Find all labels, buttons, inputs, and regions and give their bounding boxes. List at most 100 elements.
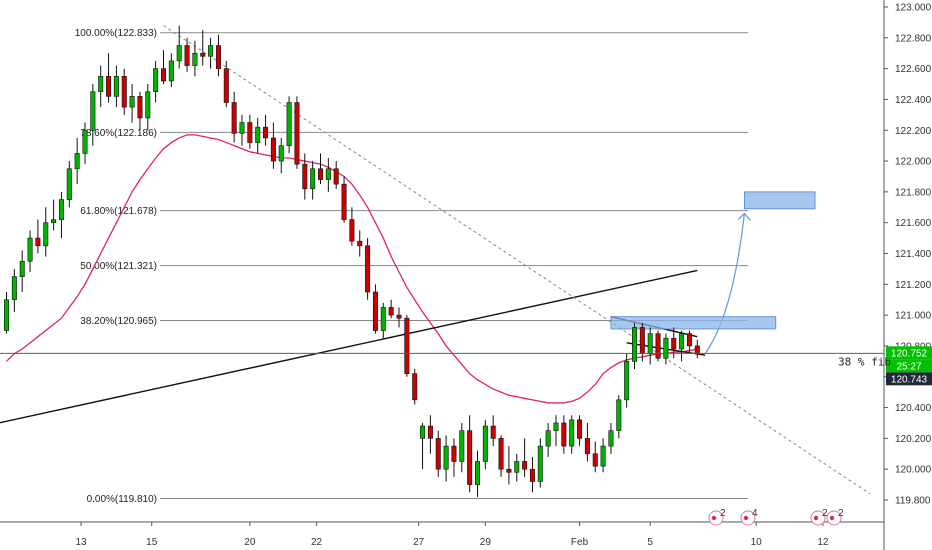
- candle-up: [145, 91, 151, 119]
- price-tick-label: 121.000: [895, 311, 932, 322]
- candle-down: [694, 345, 700, 354]
- price-tick-label: 120.400: [895, 403, 932, 414]
- candle-down: [247, 122, 253, 143]
- price-badge: [886, 359, 932, 373]
- candle-up: [51, 219, 57, 223]
- candle-down: [584, 438, 590, 455]
- fib-level-label: 38.20%(120.965): [80, 316, 157, 327]
- candle-down: [184, 45, 190, 66]
- projection-arrowhead: [737, 212, 751, 221]
- moving-average: [6, 134, 698, 404]
- time-tick-label: 12: [817, 537, 829, 548]
- candle-up: [600, 445, 606, 467]
- event-marker-dot: [743, 515, 749, 521]
- candle-up: [82, 129, 88, 154]
- candle-down: [200, 52, 206, 57]
- price-tick-label: 121.800: [895, 187, 932, 198]
- candle-up: [113, 76, 119, 97]
- candle-up: [420, 425, 426, 439]
- candle-down: [317, 168, 323, 180]
- time-tick-label: 29: [480, 537, 492, 548]
- price-tick-label: 122.000: [895, 157, 932, 168]
- candle-down: [294, 102, 300, 165]
- candle-up: [482, 425, 488, 462]
- price-tick-label: 121.600: [895, 218, 932, 229]
- time-tick-label: 22: [311, 537, 323, 548]
- candle-up: [27, 237, 33, 262]
- candle-down: [349, 219, 355, 242]
- candle-up: [90, 91, 96, 131]
- resistance-zone[interactable]: [610, 316, 777, 330]
- price-tick-label: 123.000: [895, 3, 932, 14]
- time-tick-label: 10: [751, 537, 763, 548]
- candle-down: [357, 240, 363, 247]
- time-axis[interactable]: 13 15 20 22 27 29 Feb 5 10 12: [76, 522, 829, 548]
- candle-down: [404, 317, 410, 374]
- candle-down: [263, 126, 269, 139]
- candle-up: [255, 126, 261, 143]
- price-tick-label: 121.200: [895, 280, 932, 291]
- target-zone[interactable]: [744, 191, 816, 210]
- price-tick-label: 119.800: [895, 496, 931, 507]
- candle-down: [427, 425, 433, 439]
- candle-up: [679, 333, 685, 350]
- price-tick-label: 122.600: [895, 64, 932, 75]
- time-tick-label: 27: [413, 537, 425, 548]
- candle-up: [545, 430, 551, 447]
- candle-up: [459, 430, 465, 462]
- candle-up: [624, 361, 630, 401]
- candle-down: [161, 68, 167, 82]
- time-tick-label: 15: [146, 537, 158, 548]
- candle-up: [66, 168, 72, 200]
- projection-arrow[interactable]: [704, 213, 745, 354]
- price-badge: [886, 346, 932, 360]
- candle-up: [19, 260, 25, 277]
- candle-up: [569, 419, 575, 447]
- price-badge: [886, 372, 932, 386]
- candle-up: [631, 327, 637, 362]
- candle-down: [592, 453, 598, 467]
- candle-down: [372, 291, 378, 331]
- candle-down: [396, 314, 402, 319]
- price-tick-label: 122.200: [895, 126, 932, 137]
- candle-up: [153, 68, 159, 93]
- price-badges: 120.752 25:27 120.743: [886, 346, 932, 386]
- candle-down: [388, 307, 394, 316]
- candle-down: [671, 337, 677, 350]
- candle-down: [467, 430, 473, 485]
- price-tick-label: 120.000: [895, 465, 932, 476]
- event-marker-dot: [813, 515, 819, 521]
- candle-down: [333, 168, 339, 185]
- rising-trendline[interactable]: [0, 269, 698, 424]
- candle-up: [74, 153, 80, 170]
- event-marker-count: 4: [752, 508, 758, 519]
- event-marker-count: 2: [838, 508, 844, 519]
- candle-up: [168, 60, 174, 82]
- candle-down: [121, 76, 127, 108]
- candle-up: [380, 307, 386, 331]
- candle-down: [223, 68, 229, 103]
- price-badge-text: 25:27: [896, 361, 921, 372]
- price-tick-label: 121.400: [895, 249, 932, 260]
- moving-average-line: [6, 134, 698, 404]
- candle-down: [35, 237, 41, 247]
- target-zones[interactable]: [610, 191, 816, 330]
- price-tick-label: 120.200: [895, 434, 932, 445]
- trendlines[interactable]: [0, 25, 871, 495]
- event-marker-count: 2: [822, 508, 828, 519]
- falling-dotted-trendline[interactable]: [163, 25, 871, 495]
- candle-up: [514, 461, 520, 473]
- event-marker-dot: [829, 515, 835, 521]
- candle-up: [4, 299, 10, 331]
- candle-up: [208, 45, 214, 57]
- candle-down: [529, 468, 535, 482]
- candles: [4, 25, 700, 497]
- candle-down: [106, 76, 112, 97]
- fib-level-label: 61.80%(121.678): [80, 206, 157, 217]
- time-tick-label: Feb: [571, 537, 589, 548]
- candle-up: [325, 168, 331, 180]
- candle-down: [522, 461, 528, 470]
